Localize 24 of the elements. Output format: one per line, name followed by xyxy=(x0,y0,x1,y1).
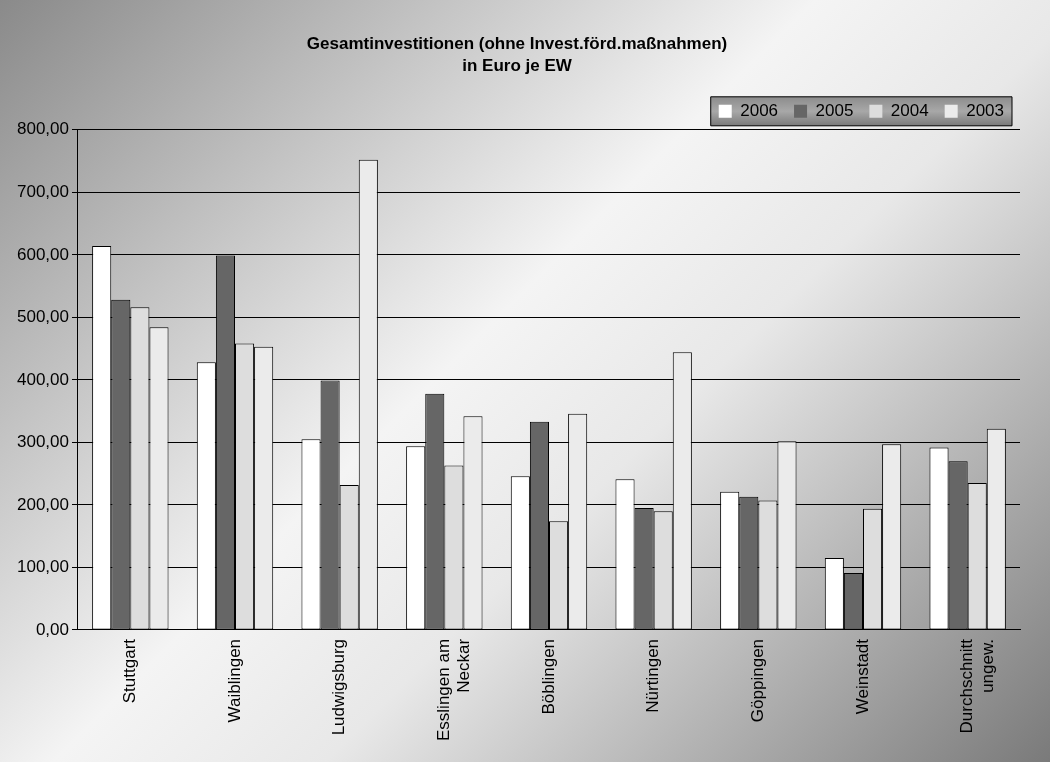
y-tick-label: 300,00 xyxy=(17,432,69,452)
x-tick-label: Durchschnitt ungew. xyxy=(957,638,997,734)
x-tick-label: Ludwigsburg xyxy=(329,638,349,736)
chart-title: Gesamtinvestitionen (ohne Invest.förd.maßnahmen) xyxy=(306,33,728,53)
legend-label: 2004 xyxy=(890,100,929,120)
x-tick-label: Göppingen xyxy=(748,638,768,723)
x-tick-label: Stuttgart xyxy=(120,638,140,704)
legend-label: 2003 xyxy=(966,100,1005,120)
y-tick-label: 500,00 xyxy=(17,307,69,327)
y-tick-label: 600,00 xyxy=(17,244,69,264)
chart-subtitle: in Euro je EW xyxy=(462,56,573,76)
y-tick-label: 700,00 xyxy=(17,182,69,202)
y-tick-label: 0,00 xyxy=(35,619,69,639)
y-tick-label: 100,00 xyxy=(17,557,69,577)
x-tick-label: Nürtingen xyxy=(643,638,663,713)
x-tick-label: Böblingen xyxy=(538,638,558,715)
x-tick-label: Esslingen am Neckar xyxy=(434,638,474,742)
x-tick-label: Waiblingen xyxy=(224,638,244,723)
legend-label: 2006 xyxy=(740,100,779,120)
x-tick-label: Weinstadt xyxy=(852,638,872,715)
legend-label: 2005 xyxy=(815,100,854,120)
y-tick-label: 400,00 xyxy=(17,369,69,389)
y-tick-label: 800,00 xyxy=(17,119,69,139)
y-tick-label: 200,00 xyxy=(17,494,69,514)
